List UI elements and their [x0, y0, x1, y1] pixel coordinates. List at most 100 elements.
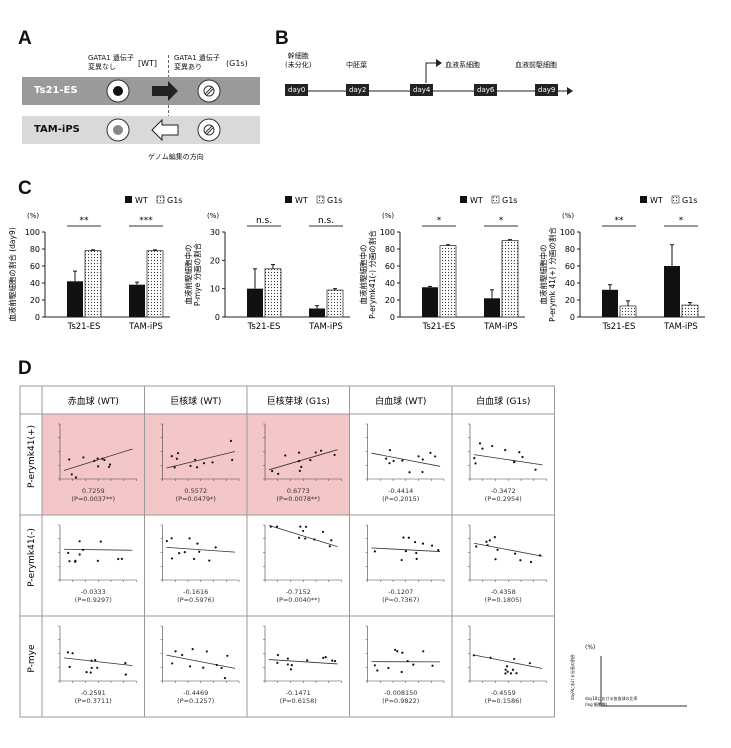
correlation-value: -0.1616 [183, 588, 208, 596]
scatter-point [276, 661, 279, 664]
scatter-point [475, 545, 478, 548]
scatter-point [220, 666, 223, 670]
scatter-cell: -0.4358(P=0.1805) [468, 524, 547, 604]
mesoderm-label: 中胚葉 [346, 61, 367, 69]
scatter-point [229, 439, 233, 442]
scatter-point [290, 663, 293, 667]
blood-cell-label: 血液系細胞 [445, 61, 480, 69]
scatter-point [124, 661, 127, 665]
scatter-point [421, 458, 424, 461]
significance-label: n.s. [256, 216, 272, 226]
scatter-point [434, 455, 437, 458]
scatter-point [101, 457, 104, 460]
scatter-point [68, 458, 71, 461]
scatter-point [174, 650, 177, 653]
legend-g1s-text: G1s [502, 196, 517, 205]
scatter-point [402, 536, 405, 539]
row-ts21-label: Ts21-ES [34, 85, 78, 96]
scatter-point [269, 525, 272, 528]
scatter-point [96, 666, 99, 669]
legend-g1s-swatch [156, 195, 165, 204]
scatter-point [528, 662, 532, 665]
regression-line [268, 449, 338, 471]
y-tick-label: 20 [565, 296, 575, 305]
scatter-point [496, 548, 499, 551]
timeline [285, 59, 573, 95]
y-tick-label: 10 [210, 285, 220, 294]
legend-wt-swatch [640, 196, 647, 203]
scatter-point [99, 540, 102, 543]
bar-wt [309, 308, 325, 317]
scatter-point [538, 554, 541, 557]
scatter-point [214, 546, 217, 549]
legend-g1s-text: G1s [167, 196, 182, 205]
day9-box: day9 [535, 84, 559, 96]
scatter-point [417, 455, 420, 458]
scatter-point [176, 452, 180, 455]
scatter-point [333, 659, 337, 663]
y-tick-label: 0 [390, 313, 395, 322]
row-tam-label: TAM-iPS [34, 124, 80, 135]
day4-box: day4 [410, 84, 434, 96]
bar-wt [602, 289, 618, 317]
scatter-point [430, 544, 434, 547]
scatter-point [78, 553, 81, 556]
scatter-point [298, 469, 301, 472]
p-value: (P=0.1257) [177, 697, 214, 705]
scatter-point [178, 551, 181, 555]
scatter-point [521, 455, 524, 459]
regression-line [166, 654, 236, 669]
panel-b-letter: B [275, 28, 289, 49]
scatter-point [331, 659, 334, 662]
scatter-point [394, 648, 397, 651]
y-tick-label: 60 [30, 262, 40, 271]
scatter-point [486, 544, 489, 547]
p-value: (P=0.7367) [382, 596, 419, 604]
highlight-cell [247, 414, 350, 515]
scatter-point [96, 457, 99, 460]
significance-label: ** [80, 216, 90, 226]
scatter-point [66, 651, 70, 654]
scatter-point [74, 476, 78, 479]
scatter-point [328, 545, 331, 548]
correlation-value: 0.6773 [287, 487, 310, 495]
x-tick-label: Ts21-ES [422, 322, 456, 332]
scatter-point [97, 465, 100, 468]
scatter-point [400, 558, 403, 562]
x-tick-label: TAM-iPS [128, 322, 163, 332]
scatter-point [120, 557, 123, 560]
scatter-point [202, 666, 205, 669]
scatter-point [304, 537, 307, 540]
correlation-value: -0.2591 [81, 689, 106, 697]
scatter-point [93, 459, 96, 462]
scatter-cell: -0.4559(P=0.1586) [468, 625, 547, 705]
row-header: P-erymk41(+) [27, 425, 37, 488]
scatter-point [376, 669, 379, 672]
scatter-point [170, 557, 174, 560]
scatter-point [422, 650, 425, 653]
scatter-point [96, 559, 99, 562]
scatter-point [322, 656, 325, 659]
scatter-point [215, 663, 218, 667]
scatter-point [192, 557, 196, 561]
bar-g1s [439, 245, 457, 318]
regression-line [268, 524, 338, 548]
row-header: P-erymk41(-) [27, 528, 37, 587]
p-value: (P=0.0037**) [71, 495, 115, 503]
correlation-value: -0.3472 [491, 487, 516, 495]
scatter-point [407, 536, 410, 539]
x-tick-label: Ts21-ES [602, 322, 636, 332]
scatter-point [473, 457, 476, 460]
scatter-point [421, 542, 425, 545]
bar-g1s [501, 240, 519, 318]
p-value: (P=0.0078**) [276, 495, 320, 503]
scatter-point [202, 462, 206, 465]
scatter-point [519, 559, 522, 562]
scatter-point [170, 537, 173, 540]
scatter-point [124, 673, 127, 676]
scatter-point [319, 449, 323, 452]
scatter-point [117, 557, 120, 561]
bar-g1s [619, 305, 637, 318]
tam-cells [106, 118, 221, 142]
y-axis-label: 血液前駆細胞の割合 (day9) [7, 227, 17, 321]
